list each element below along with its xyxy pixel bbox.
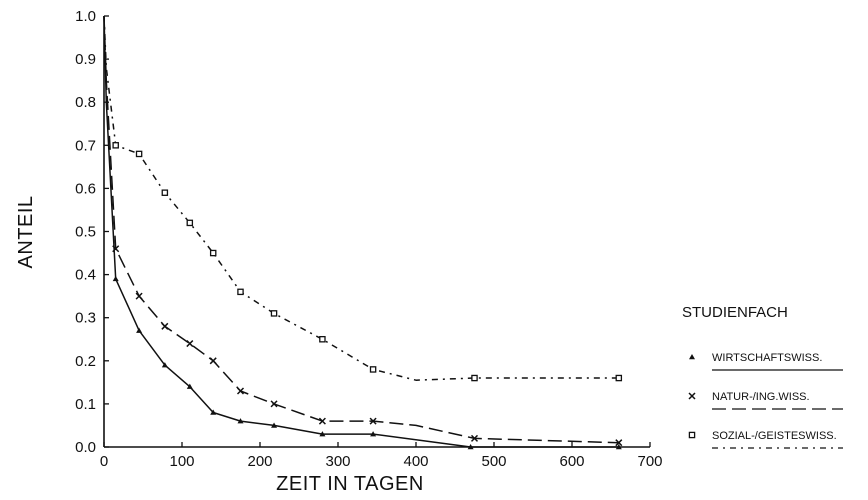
data-point-natur-ing-wiss	[615, 439, 623, 447]
y-tick-label: 0.7	[75, 137, 96, 154]
data-point-sozial-geisteswiss	[471, 374, 478, 382]
y-tick-label: 0.3	[75, 310, 96, 327]
x-tick-label: 100	[169, 453, 194, 470]
data-point-sozial-geisteswiss	[112, 142, 119, 149]
legend-marker	[688, 431, 696, 439]
data-point-sozial-geisteswiss	[319, 335, 326, 343]
legend-marker	[688, 392, 696, 400]
y-ticks: 0.0 0.1 0.2 0.3 0.4 0.5 0.6 0.7 0.8 0.9 1.0	[75, 8, 109, 456]
y-tick-label: 0.4	[75, 267, 96, 284]
data-point-natur-ing-wiss	[470, 434, 479, 442]
y-tick-label: 0.1	[75, 396, 96, 413]
y-tick-label: 0.6	[75, 180, 96, 197]
data-point-natur-ing-wiss	[135, 292, 143, 300]
x-tick-label: 400	[403, 453, 428, 470]
data-point-wirtschaftswiss	[319, 431, 326, 437]
series-line-sozial-geisteswiss	[103, 15, 619, 381]
legend-label: SOZIAL-/GEISTESWISS.	[712, 430, 837, 442]
data-point-sozial-geisteswiss	[209, 249, 217, 257]
legend-item-sozial-geisteswiss: SOZIAL-/GEISTESWISS.	[688, 430, 843, 449]
data-point-natur-ing-wiss	[112, 245, 120, 253]
y-tick-label: 0.2	[75, 353, 96, 370]
series-sozial-geisteswiss	[103, 15, 623, 382]
data-point-natur-ing-wiss	[186, 340, 194, 348]
legend: STUDIENFACH WIRTSCHAFTSWISS. NATUR-/ING.W…	[682, 304, 843, 449]
legend-item-wirtschaftswiss: WIRTSCHAFTSWISS.	[689, 352, 843, 371]
data-point-sozial-geisteswiss	[186, 219, 194, 227]
legend-label: NATUR-/ING.WISS.	[712, 391, 810, 403]
data-point-wirtschaftswiss	[615, 444, 622, 450]
data-point-sozial-geisteswiss	[135, 150, 143, 158]
x-axis-title: ZEIT IN TAGEN	[276, 473, 424, 495]
y-tick-label: 0.0	[75, 439, 96, 456]
legend-label: WIRTSCHAFTSWISS.	[712, 352, 822, 364]
data-point-natur-ing-wiss	[318, 417, 326, 425]
data-point-wirtschaftswiss	[161, 362, 168, 368]
data-point-sozial-geisteswiss	[161, 189, 169, 196]
x-tick-label: 0	[100, 453, 108, 470]
x-tick-label: 700	[637, 453, 662, 470]
data-point-wirtschaftswiss	[467, 444, 474, 450]
data-point-sozial-geisteswiss	[270, 310, 278, 317]
x-tick-label: 300	[325, 453, 350, 470]
y-axis-title: ANTEIL	[15, 195, 37, 268]
data-point-wirtschaftswiss	[210, 409, 217, 415]
data-point-wirtschaftswiss	[186, 383, 193, 389]
y-tick-label: 0.5	[75, 224, 96, 241]
data-point-natur-ing-wiss	[270, 400, 278, 408]
series-natur-ing-wiss	[103, 15, 623, 447]
series-line-natur-ing-wiss	[103, 15, 619, 444]
y-tick-label: 1.0	[75, 8, 96, 25]
legend-marker	[689, 354, 695, 360]
legend-item-natur-ing-wiss: NATUR-/ING.WISS.	[688, 391, 843, 410]
data-point-wirtschaftswiss	[271, 422, 278, 428]
data-point-natur-ing-wiss	[209, 357, 217, 365]
data-point-sozial-geisteswiss	[615, 374, 623, 382]
x-tick-label: 500	[481, 453, 506, 470]
data-point-sozial-geisteswiss	[237, 288, 244, 296]
data-point-wirtschaftswiss	[136, 327, 143, 333]
data-point-wirtschaftswiss	[237, 418, 244, 424]
y-tick-label: 0.8	[75, 94, 96, 111]
axes: 0.0 0.1 0.2 0.3 0.4 0.5 0.6 0.7 0.8 0.9 1.0 0 100 20…	[75, 8, 662, 470]
x-tick-label: 600	[559, 453, 584, 470]
series-line-wirtschaftswiss	[103, 15, 619, 448]
x-ticks: 0 100 200 300 400 500 600 700	[100, 442, 663, 470]
x-tick-label: 200	[247, 453, 272, 470]
legend-items: WIRTSCHAFTSWISS. NATUR-/ING.WISS. SOZIAL-/…	[688, 352, 843, 449]
series-wirtschaftswiss	[103, 15, 622, 450]
legend-title: STUDIENFACH	[682, 304, 788, 321]
data-point-wirtschaftswiss	[370, 431, 377, 437]
data-point-natur-ing-wiss	[369, 417, 377, 425]
data-point-wirtschaftswiss	[112, 275, 119, 282]
series-layer	[103, 15, 623, 450]
data-point-natur-ing-wiss	[236, 387, 245, 395]
y-tick-label: 0.9	[75, 51, 96, 68]
data-point-natur-ing-wiss	[161, 322, 169, 330]
data-point-sozial-geisteswiss	[369, 366, 377, 373]
